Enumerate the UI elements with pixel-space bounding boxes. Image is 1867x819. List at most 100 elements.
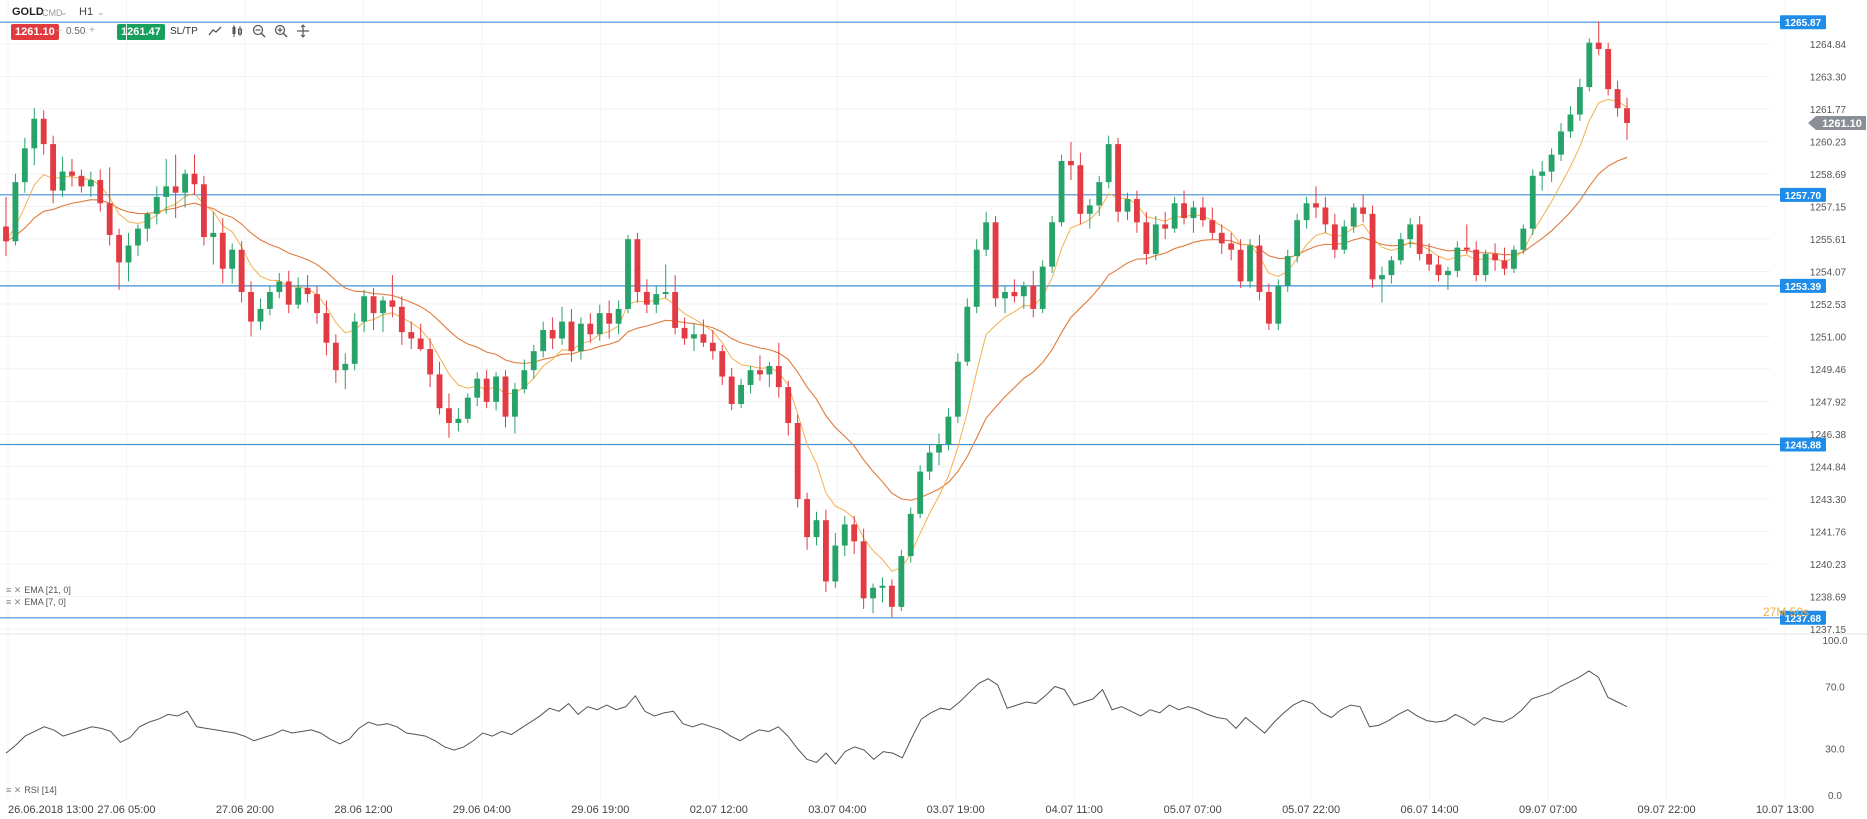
candle-body [964,306,971,362]
rsi-tick-label: 30.0 [1825,745,1845,756]
candle-body [135,228,141,246]
candle-body [1576,87,1583,115]
candle-body [1143,222,1150,254]
x-tick-label: 27.06 05:00 [97,804,155,816]
candle-body [464,397,471,419]
candle-body [954,361,961,417]
level-tag [1780,437,1826,452]
menu-icon[interactable]: ≡ ✕ [6,585,22,595]
candle-body [455,418,462,423]
candle-body [323,313,330,343]
candle-body [1539,171,1546,176]
candle-body [106,203,113,235]
candle-body [153,196,160,214]
candle-body [596,313,603,335]
candle-body [1341,226,1348,250]
sell-button[interactable]: 1261.10 [11,24,59,40]
candle-body [1303,203,1310,221]
candle-body [1492,253,1498,261]
candle-body [21,148,28,183]
candle-body [59,171,66,191]
candle-body [672,292,679,328]
candle-body [728,376,735,404]
price-tick-label: 1238.69 [1810,592,1847,603]
symbol-label[interactable]: GOLD [12,6,44,18]
rsi-label: RSI [14] [24,785,57,795]
candle-body [1039,266,1046,309]
timeframe-dropdown-icon[interactable]: ⌄ [97,7,105,17]
candle-body [1199,207,1206,221]
crosshair-icon[interactable] [296,24,310,38]
candle-body [1313,203,1319,208]
candle-body [973,249,980,307]
candle-body [1463,247,1470,250]
candle-body [446,408,452,423]
volume-increase-button[interactable]: + [89,25,95,36]
candle-body [1134,199,1140,223]
candle-body [172,186,179,193]
candle-body [1482,253,1489,276]
symbol-dropdown-icon[interactable]: ⌄ [60,7,68,17]
candle-body [116,234,123,263]
volume-decrease-button[interactable]: – [56,25,62,36]
candle-body [474,378,481,398]
buy-button[interactable]: 1261.47 [117,24,165,40]
ema21-label: EMA [21, 0] [24,585,71,595]
candle-body [511,389,518,417]
candle-body [229,249,236,269]
zoom-in-icon[interactable] [274,24,288,38]
price-tick-label: 1246.38 [1810,430,1847,441]
candle-body [823,520,829,582]
candle-body [191,173,198,185]
candle-body [1379,275,1385,280]
x-tick-label: 28.06 12:00 [334,804,392,816]
candle-body [1105,144,1112,183]
price-tick-label: 1252.53 [1810,300,1847,311]
price-tick-label: 1261.77 [1810,105,1847,116]
candle-body [1445,270,1451,276]
ema21-legend[interactable]: ≡ ✕ EMA [21, 0] [6,585,71,596]
level-tag [1780,278,1826,293]
candle-body [1369,213,1376,280]
candle-body [276,281,283,293]
candle-body [1331,224,1338,250]
candle-body [530,351,537,371]
candle-body [577,323,584,352]
candle-body [804,499,810,538]
ema7-legend[interactable]: ≡ ✕ EMA [7, 0] [6,597,66,608]
price-tick-label: 1244.84 [1810,463,1847,474]
candle-body [1209,220,1216,233]
zoom-out-icon[interactable] [252,24,266,38]
candle-body [917,471,924,514]
level-tag-label: 1237.68 [1785,614,1822,625]
candle-body [1086,205,1093,214]
candle-body [1284,256,1291,286]
candle-body [1567,114,1574,132]
line-chart-icon[interactable] [208,24,222,38]
candle-body [380,300,386,314]
candle-body [427,349,434,375]
candle-body [50,144,57,191]
rsi-legend[interactable]: ≡ ✕ RSI [14] [6,785,57,796]
candle-body [738,384,745,404]
price-tick-label: 1254.07 [1810,268,1847,279]
price-tick-label: 1251.00 [1810,332,1847,343]
ema21-line [5,156,1628,501]
candle-body [1265,292,1272,324]
sltp-button[interactable]: SL/TP [170,26,198,37]
timeframe-selector[interactable]: H1 [79,6,94,18]
candle-body [1558,131,1564,155]
candle-body [757,370,763,375]
menu-icon[interactable]: ≡ ✕ [6,597,22,607]
candle-body [332,342,339,371]
volume-input[interactable]: 0.50 [66,26,86,37]
candle-body [31,118,38,149]
x-tick-label: 06.07 14:00 [1401,804,1459,816]
x-tick-label: 27.06 20:00 [216,804,274,816]
candlestick-type-icon[interactable] [231,24,245,38]
candle-body [266,292,273,309]
candle-body [1068,161,1074,166]
x-tick-label: 29.06 04:00 [453,804,511,816]
menu-icon[interactable]: ≡ ✕ [6,785,22,795]
